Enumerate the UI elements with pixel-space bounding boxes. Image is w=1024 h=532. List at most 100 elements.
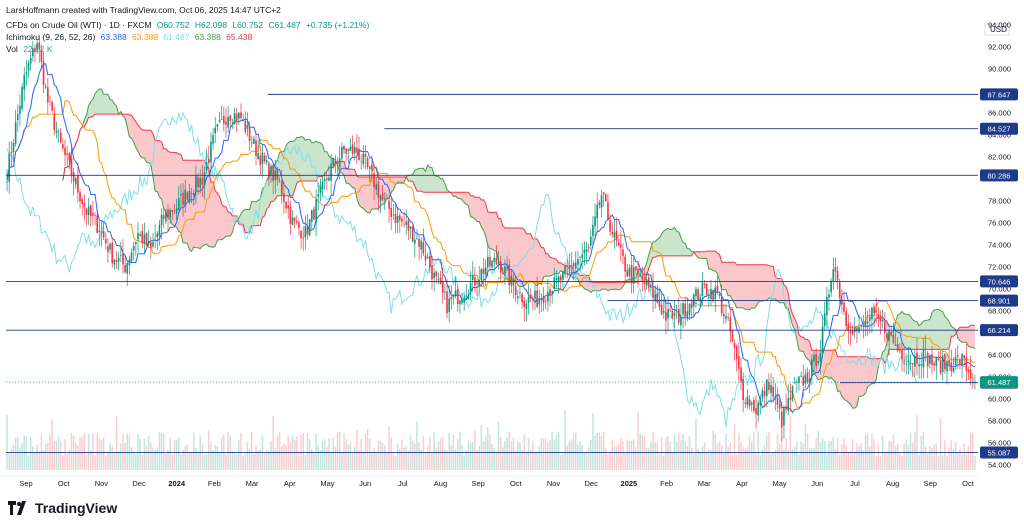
volume-bar: [881, 436, 884, 470]
volume-bar: [167, 449, 169, 470]
ichimoku-line[interactable]: Ichimoku (9, 26, 52, 26) 63.388 63.388 6…: [6, 32, 255, 42]
volume-bar: [793, 446, 796, 470]
cloud-segment: [859, 356, 862, 397]
volume-bar: [147, 436, 150, 470]
symbol-title: CFDs on Crude Oil (WTI) · 1D · FXCM: [6, 20, 152, 30]
candle-body: [278, 180, 281, 182]
candle-body: [244, 120, 247, 132]
candle-body: [332, 158, 335, 166]
tradingview-brand[interactable]: TradingView: [8, 500, 117, 516]
volume-bar: [64, 439, 66, 470]
candle-body: [484, 267, 487, 275]
candle-body: [371, 164, 373, 171]
candle-body: [727, 317, 729, 319]
cloud-segment: [914, 321, 917, 350]
cloud-segment: [522, 228, 525, 287]
cloud-segment: [494, 212, 497, 252]
volume-bar: [620, 438, 622, 470]
volume-bar: [519, 442, 521, 470]
volume-bar: [570, 439, 573, 470]
candle-body: [617, 242, 620, 246]
candle-body: [420, 240, 423, 250]
candle-body: [929, 355, 931, 364]
candle-body: [465, 295, 468, 297]
volume-bar: [851, 439, 854, 470]
volume-bar: [66, 454, 68, 470]
cloud-segment: [318, 142, 321, 177]
volume-bar: [517, 440, 519, 470]
cloud-segment: [756, 264, 759, 307]
volume-bar: [710, 450, 712, 470]
volume-bar: [553, 439, 556, 470]
volume-bar: [315, 433, 317, 470]
candle-body: [798, 376, 800, 384]
volume-bar: [529, 450, 532, 470]
volume-bar: [21, 442, 23, 470]
volume-bar: [345, 439, 347, 470]
volume-bar: [242, 455, 244, 470]
cloud-segment: [949, 321, 952, 349]
candle-body: [272, 165, 274, 182]
volume-bar: [55, 440, 58, 470]
volume-bar: [426, 446, 429, 470]
cloud-segment: [489, 212, 493, 249]
volume-bar: [823, 440, 826, 470]
volume-bar: [381, 443, 384, 470]
candle-body: [214, 127, 217, 134]
candle-body: [508, 264, 511, 286]
candle-body: [491, 260, 493, 268]
y-tick-label: 90.000: [988, 65, 1011, 74]
cloud-segment: [105, 94, 108, 115]
volume-bar: [585, 451, 588, 470]
candle-body: [422, 242, 425, 254]
cloud-segment: [775, 276, 778, 301]
candle-body: [813, 354, 815, 362]
volume-bar: [323, 439, 326, 470]
cloud-segment: [824, 350, 827, 377]
candle-body: [744, 402, 747, 404]
x-tick-label: 2025: [621, 479, 638, 488]
candle-body: [405, 221, 408, 226]
cloud-segment: [99, 88, 102, 115]
candle-body: [630, 264, 633, 281]
cloud-segment: [225, 206, 229, 237]
candle-body: [652, 286, 654, 299]
candle-body: [620, 244, 622, 248]
candle-body: [750, 402, 753, 405]
cloud-segment: [416, 168, 420, 192]
y-tick-label: 76.000: [988, 219, 1011, 228]
volume-bar: [317, 445, 319, 470]
candle-body: [100, 231, 103, 234]
cloud-segment: [262, 186, 265, 218]
candle-body: [444, 292, 446, 293]
cloud-segment: [743, 264, 746, 310]
candle-body: [712, 291, 714, 301]
cloud-segment: [837, 356, 840, 392]
volume-bar: [51, 419, 53, 470]
cloud-segment: [172, 152, 175, 226]
candle-body: [57, 130, 60, 132]
candle-body: [49, 101, 51, 102]
volume-bar: [334, 447, 337, 470]
cloud-segment: [296, 137, 299, 184]
cloud-segment: [925, 320, 928, 350]
volume-bar: [776, 433, 779, 470]
candle-body: [319, 186, 322, 193]
candle-body: [905, 363, 908, 365]
volume-bar: [733, 424, 736, 470]
volume-line[interactable]: Vol 22.12 K: [6, 44, 56, 54]
candle-body: [499, 261, 502, 273]
candle-body: [624, 256, 626, 272]
volume-bar: [94, 455, 96, 470]
ichimoku-label: Ichimoku (9, 26, 52, 26): [6, 32, 96, 42]
volume-bar: [787, 449, 789, 470]
volume-bar: [255, 445, 257, 470]
volume-bar: [68, 450, 71, 470]
volume-bar: [671, 452, 674, 470]
candle-body: [154, 238, 156, 240]
cloud-segment: [674, 227, 677, 256]
volume-bar: [197, 452, 199, 470]
cloud-segment: [474, 197, 478, 222]
cloud-segment: [698, 251, 701, 259]
